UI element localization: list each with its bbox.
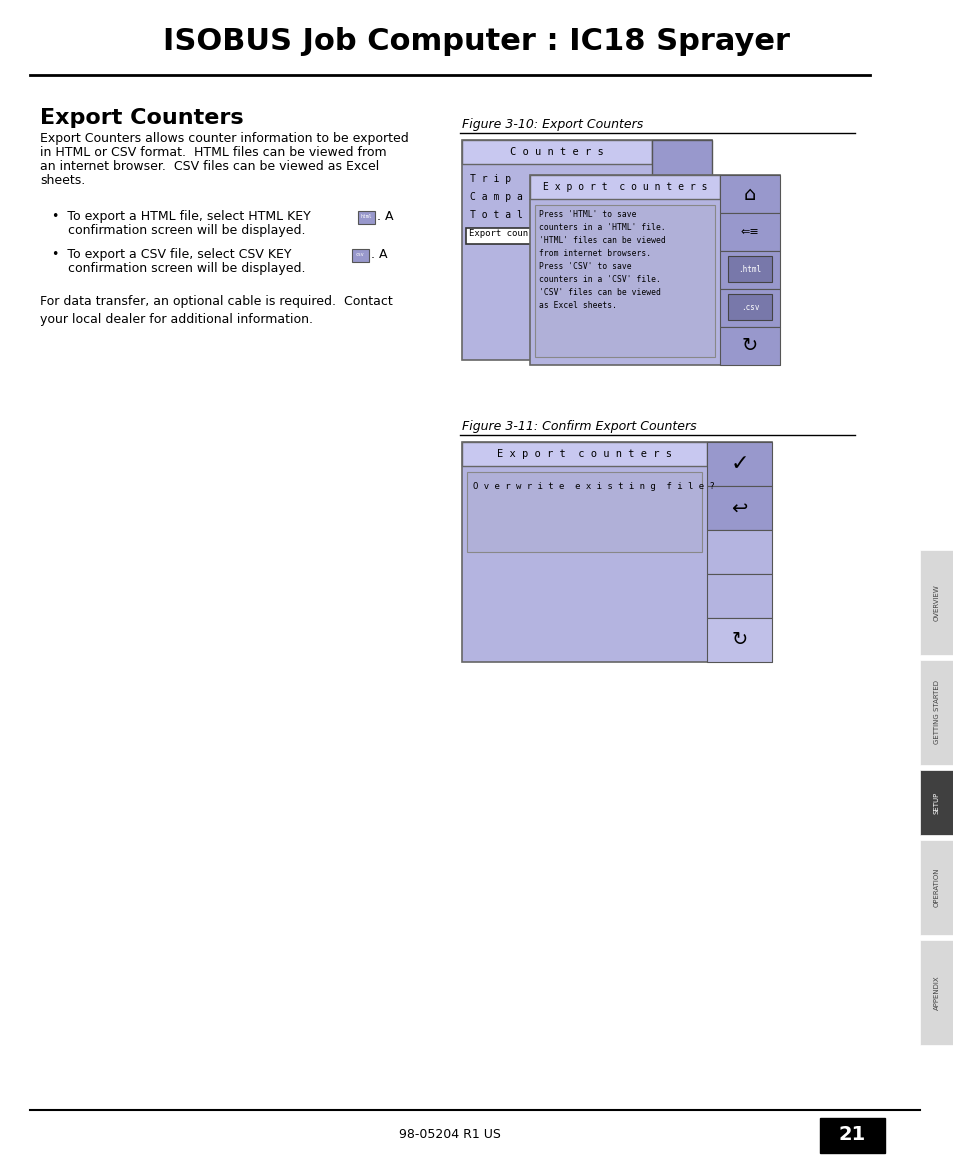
Text: 'HTML' files can be viewed: 'HTML' files can be viewed (538, 236, 665, 245)
FancyBboxPatch shape (357, 211, 375, 224)
Text: •  To export a HTML file, select HTML KEY: • To export a HTML file, select HTML KEY (52, 210, 311, 223)
Text: counters in a 'CSV' file.: counters in a 'CSV' file. (538, 275, 660, 284)
Text: Press 'HTML' to save: Press 'HTML' to save (538, 210, 636, 219)
FancyBboxPatch shape (919, 940, 953, 1045)
Text: . A: . A (371, 248, 387, 261)
FancyBboxPatch shape (919, 659, 953, 765)
Text: OVERVIEW: OVERVIEW (933, 584, 939, 621)
Text: 21: 21 (838, 1125, 864, 1144)
Text: ⌂: ⌂ (743, 184, 756, 204)
Text: 'CSV' files can be viewed: 'CSV' files can be viewed (538, 287, 660, 297)
Text: Export coun: Export coun (469, 229, 528, 238)
Text: E x p o r t  c o u n t e r s: E x p o r t c o u n t e r s (542, 182, 706, 192)
FancyBboxPatch shape (720, 289, 780, 327)
FancyBboxPatch shape (706, 442, 771, 486)
Text: ⇐≡: ⇐≡ (740, 227, 759, 236)
Text: Figure 3-10: Export Counters: Figure 3-10: Export Counters (461, 118, 642, 131)
Text: Export Counters: Export Counters (40, 108, 243, 127)
Text: sheets.: sheets. (40, 174, 85, 187)
Text: confirmation screen will be displayed.: confirmation screen will be displayed. (68, 262, 305, 275)
FancyBboxPatch shape (919, 551, 953, 655)
FancyBboxPatch shape (530, 175, 780, 365)
Text: ↻: ↻ (741, 336, 758, 356)
Text: html: html (360, 214, 372, 219)
FancyBboxPatch shape (461, 442, 706, 466)
FancyBboxPatch shape (720, 175, 780, 213)
Text: ↻: ↻ (731, 630, 747, 649)
Text: ⇐≡: ⇐≡ (672, 300, 691, 309)
Text: ↩: ↩ (731, 498, 747, 518)
Text: csv: csv (355, 253, 364, 257)
Text: Figure 3-11: Confirm Export Counters: Figure 3-11: Confirm Export Counters (461, 420, 696, 433)
Text: Press 'CSV' to save: Press 'CSV' to save (538, 262, 631, 271)
FancyBboxPatch shape (352, 249, 369, 262)
FancyBboxPatch shape (727, 256, 771, 282)
FancyBboxPatch shape (706, 486, 771, 530)
Text: confirmation screen will be displayed.: confirmation screen will be displayed. (68, 224, 305, 236)
Text: counters in a 'HTML' file.: counters in a 'HTML' file. (538, 223, 665, 232)
Text: . A: . A (376, 210, 393, 223)
FancyBboxPatch shape (706, 618, 771, 662)
Text: T o t a l: T o t a l (470, 210, 522, 220)
Text: SETUP: SETUP (933, 792, 939, 814)
Text: E x p o r t  c o u n t e r s: E x p o r t c o u n t e r s (497, 449, 671, 459)
Text: .csv: .csv (740, 304, 759, 313)
Text: an internet browser.  CSV files can be viewed as Excel: an internet browser. CSV files can be vi… (40, 160, 379, 173)
FancyBboxPatch shape (530, 175, 720, 199)
FancyBboxPatch shape (535, 205, 714, 357)
FancyBboxPatch shape (919, 770, 953, 834)
FancyBboxPatch shape (720, 213, 780, 252)
FancyBboxPatch shape (727, 294, 771, 320)
FancyBboxPatch shape (919, 840, 953, 935)
FancyBboxPatch shape (706, 530, 771, 574)
FancyBboxPatch shape (720, 327, 780, 365)
FancyBboxPatch shape (706, 574, 771, 618)
Text: For data transfer, an optional cable is required.  Contact
your local dealer for: For data transfer, an optional cable is … (40, 296, 393, 326)
FancyBboxPatch shape (461, 140, 651, 165)
Text: as Excel sheets.: as Excel sheets. (538, 301, 617, 309)
Text: C o u n t e r s: C o u n t e r s (510, 147, 603, 156)
Text: from internet browsers.: from internet browsers. (538, 249, 651, 258)
Text: APPENDIX: APPENDIX (933, 975, 939, 1009)
FancyBboxPatch shape (467, 472, 701, 552)
FancyBboxPatch shape (820, 1118, 884, 1153)
Text: GETTING STARTED: GETTING STARTED (933, 680, 939, 744)
Text: ⌂: ⌂ (674, 180, 688, 201)
Text: OPERATION: OPERATION (933, 868, 939, 907)
Text: ISOBUS Job Computer : IC18 Sprayer: ISOBUS Job Computer : IC18 Sprayer (163, 28, 790, 57)
Text: T r i p: T r i p (470, 174, 511, 184)
Text: O v e r w r i t e  e x i s t i n g  f i l e ?: O v e r w r i t e e x i s t i n g f i l … (473, 482, 714, 491)
Text: in HTML or CSV format.  HTML files can be viewed from: in HTML or CSV format. HTML files can be… (40, 146, 386, 159)
FancyBboxPatch shape (720, 252, 780, 289)
FancyBboxPatch shape (461, 140, 711, 360)
Text: .html: .html (738, 265, 760, 275)
FancyBboxPatch shape (651, 250, 711, 360)
FancyBboxPatch shape (465, 228, 556, 245)
Text: 98-05204 R1 US: 98-05204 R1 US (398, 1129, 500, 1142)
Text: Export Counters allows counter information to be exported: Export Counters allows counter informati… (40, 132, 408, 145)
Text: ✓: ✓ (729, 454, 748, 474)
FancyBboxPatch shape (461, 442, 771, 662)
Text: C a m p a i g n: C a m p a i g n (470, 192, 558, 202)
FancyBboxPatch shape (651, 140, 711, 250)
Text: •  To export a CSV file, select CSV KEY: • To export a CSV file, select CSV KEY (52, 248, 292, 261)
